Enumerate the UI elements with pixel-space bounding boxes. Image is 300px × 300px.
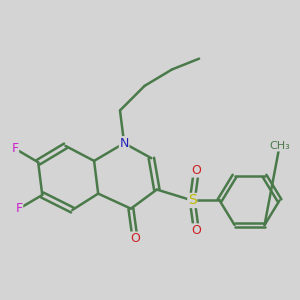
Text: F: F — [11, 142, 19, 155]
Text: N: N — [119, 137, 129, 150]
Text: S: S — [188, 194, 197, 208]
Text: O: O — [191, 224, 201, 237]
Text: O: O — [191, 164, 201, 177]
Text: F: F — [16, 202, 23, 215]
Text: O: O — [130, 232, 140, 245]
Text: CH₃: CH₃ — [269, 141, 290, 151]
